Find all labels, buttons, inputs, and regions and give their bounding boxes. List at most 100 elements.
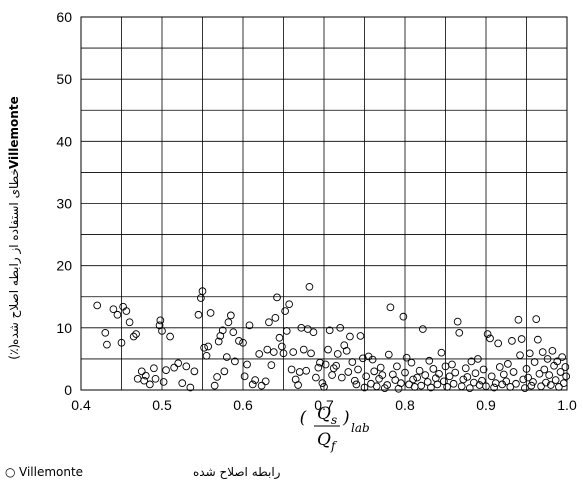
data-point: [182, 362, 191, 371]
y-tick-label: 10: [56, 320, 72, 336]
data-point: [190, 367, 199, 376]
data-point: [545, 371, 554, 379]
data-point: [352, 380, 361, 389]
data-point: [156, 316, 165, 325]
data-point: [519, 375, 528, 384]
data-point: [342, 346, 351, 355]
data-point: [538, 348, 547, 356]
data-point: [383, 381, 392, 389]
data-point: [376, 363, 385, 372]
data-point: [467, 357, 476, 366]
data-point: [174, 359, 183, 368]
data-point: [229, 328, 238, 337]
data-point: [314, 363, 323, 372]
data-point: [509, 368, 518, 376]
data-point: [417, 381, 426, 390]
y-tick-label: 60: [56, 9, 72, 25]
data-point: [524, 373, 532, 382]
data-point: [453, 317, 462, 326]
data-point: [158, 327, 166, 335]
data-point: [214, 337, 223, 346]
data-point: [117, 338, 126, 347]
data-point: [332, 361, 341, 370]
data-point: [479, 365, 488, 374]
data-point: [508, 337, 516, 345]
data-point: [240, 372, 249, 381]
data-point: [170, 363, 179, 372]
data-point: [224, 318, 233, 327]
data-points: [93, 282, 571, 393]
data-point: [146, 380, 154, 389]
x-axis-label-numerator: Qs: [317, 404, 337, 427]
y-tick-label: 40: [56, 133, 72, 149]
data-point: [218, 326, 227, 335]
data-point: [336, 323, 345, 332]
x-tick-label: 0.5: [152, 397, 172, 413]
data-point: [558, 353, 566, 361]
data-point: [561, 363, 570, 371]
x-tick-label: 0.6: [233, 397, 253, 413]
data-point: [499, 370, 508, 379]
data-point: [321, 360, 330, 369]
data-point: [413, 373, 422, 382]
data-point: [407, 358, 416, 367]
data-point: [282, 327, 291, 335]
legend-label: رابطه اصلاح شده: [193, 465, 281, 480]
data-point: [231, 357, 239, 366]
data-point: [220, 367, 229, 376]
data-point: [162, 366, 170, 374]
data-point: [151, 374, 160, 383]
data-point: [261, 377, 270, 386]
data-point: [521, 384, 529, 392]
data-point: [370, 367, 379, 376]
data-point: [542, 378, 550, 387]
y-axis-label: Villemonte خطای استفاده از رابطه اصلاح ش…: [7, 96, 22, 360]
data-point: [271, 314, 280, 322]
data-point: [490, 383, 498, 392]
data-point: [129, 332, 138, 341]
y-tick-labels: 0 10 20 30 40 50 60: [56, 9, 72, 398]
data-point: [307, 349, 315, 358]
x-tick-label: 0.9: [476, 397, 496, 413]
data-point: [166, 332, 174, 341]
data-point: [461, 364, 470, 373]
data-point: [393, 362, 401, 371]
x-axis-label: ( Qs Qf ) lab: [300, 404, 370, 453]
data-point: [350, 376, 359, 385]
y-axis-label-bold: Villemonte: [7, 96, 21, 169]
y-tick-label: 50: [56, 71, 72, 87]
data-point: [429, 365, 438, 373]
data-point: [159, 378, 168, 386]
data-point: [194, 310, 203, 319]
data-point: [103, 340, 111, 349]
data-point: [471, 369, 480, 378]
data-point: [399, 312, 408, 321]
data-point: [425, 356, 434, 365]
data-point: [337, 373, 346, 382]
data-point: [287, 365, 296, 374]
data-point: [289, 348, 298, 356]
data-point: [101, 328, 110, 337]
x-tick-label: 0.8: [395, 397, 415, 413]
x-axis-label-subscript: lab: [351, 421, 370, 435]
data-point: [494, 339, 503, 348]
data-point: [281, 307, 289, 315]
y-tick-label: 30: [56, 196, 72, 212]
data-point: [409, 375, 417, 384]
y-axis-label-unit: (٪): [7, 344, 21, 360]
data-point: [137, 367, 146, 376]
data-point: [533, 335, 542, 344]
data-point: [474, 355, 482, 363]
data-point: [522, 365, 531, 373]
data-point: [455, 328, 464, 337]
data-point: [402, 353, 411, 362]
x-tick-label: 0.4: [71, 397, 91, 413]
data-point: [285, 300, 294, 309]
data-point: [309, 328, 318, 337]
data-point: [132, 330, 140, 338]
data-point: [540, 365, 549, 374]
data-point: [356, 332, 365, 340]
data-point: [305, 282, 314, 291]
grid-lines: [81, 17, 567, 390]
